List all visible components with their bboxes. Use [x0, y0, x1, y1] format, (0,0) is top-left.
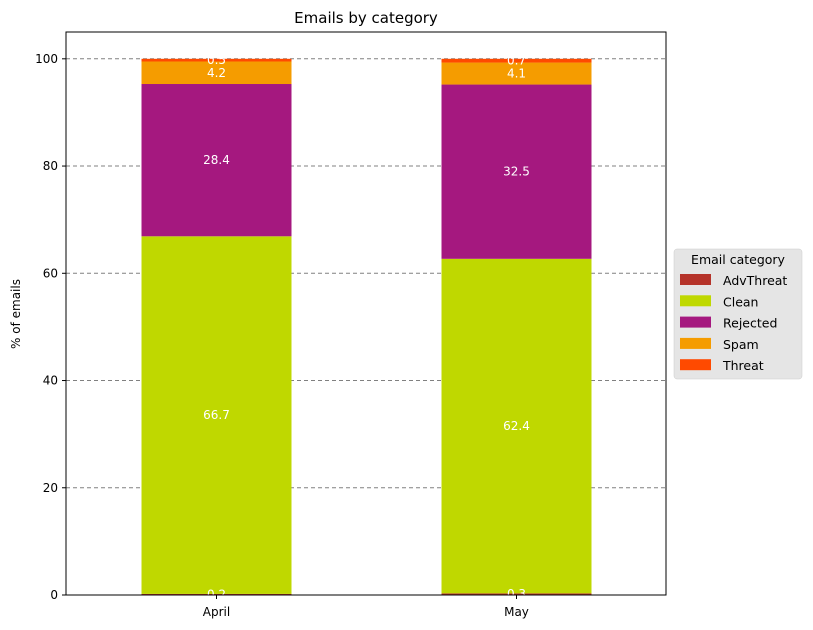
bar-segment-clean	[441, 258, 592, 594]
data-label: 0.3	[507, 587, 526, 601]
legend-label-clean: Clean	[723, 294, 758, 309]
y-tick-label: 60	[43, 266, 58, 280]
bar-segment-clean	[141, 236, 292, 594]
y-axis-ticks: 0 20 40 60 80 100	[35, 52, 66, 602]
data-labels: 0.2 66.7 28.4 4.20.5 0.3 62.4 32.5 4.10.7	[203, 53, 530, 601]
data-label: 0.7	[507, 54, 526, 68]
data-label: 4.2	[207, 66, 226, 80]
x-axis-ticks: April May	[203, 595, 529, 619]
data-label: 28.4	[203, 153, 230, 167]
y-tick-label: 80	[43, 159, 58, 173]
data-label: 0.2	[207, 587, 226, 601]
bar-segment-rejected	[441, 84, 592, 259]
data-label: 66.7	[203, 408, 230, 422]
data-label: 4.1	[507, 67, 526, 81]
legend-swatch-threat	[680, 359, 711, 371]
bars	[141, 58, 592, 595]
bar-segment-advthreat	[141, 593, 292, 595]
data-label: 32.5	[503, 165, 530, 179]
data-label: 62.4	[503, 419, 530, 433]
legend-label-advthreat: AdvThreat	[723, 273, 787, 288]
legend-label-rejected: Rejected	[723, 316, 777, 331]
legend-swatch-rejected	[680, 316, 711, 328]
bar-segment-spam	[141, 61, 292, 85]
legend-title: Email category	[691, 252, 785, 267]
y-tick-label: 0	[50, 588, 58, 602]
data-label: 0.5	[207, 53, 226, 67]
y-axis-label: % of emails	[9, 279, 23, 349]
chart-title: Emails by category	[294, 9, 438, 27]
y-tick-label: 100	[35, 52, 58, 66]
bar-segment-advthreat	[441, 593, 592, 595]
y-tick-label: 20	[43, 481, 58, 495]
bar-segment-threat	[141, 58, 292, 62]
legend-swatch-clean	[680, 295, 711, 307]
x-tick-label: May	[504, 605, 529, 619]
bar-segment-spam	[441, 62, 592, 85]
x-tick-label: April	[203, 605, 230, 619]
legend-label-threat: Threat	[722, 358, 764, 373]
legend-label-spam: Spam	[723, 337, 759, 352]
bar-segment-threat	[441, 58, 592, 63]
y-tick-label: 40	[43, 374, 58, 388]
bar-segment-rejected	[141, 84, 292, 237]
plot-frame	[65, 31, 667, 596]
legend-swatch-spam	[680, 337, 711, 349]
legend-swatch-advthreat	[680, 274, 711, 285]
legend: Email category AdvThreat Clean Rejected Spa…	[673, 248, 803, 380]
